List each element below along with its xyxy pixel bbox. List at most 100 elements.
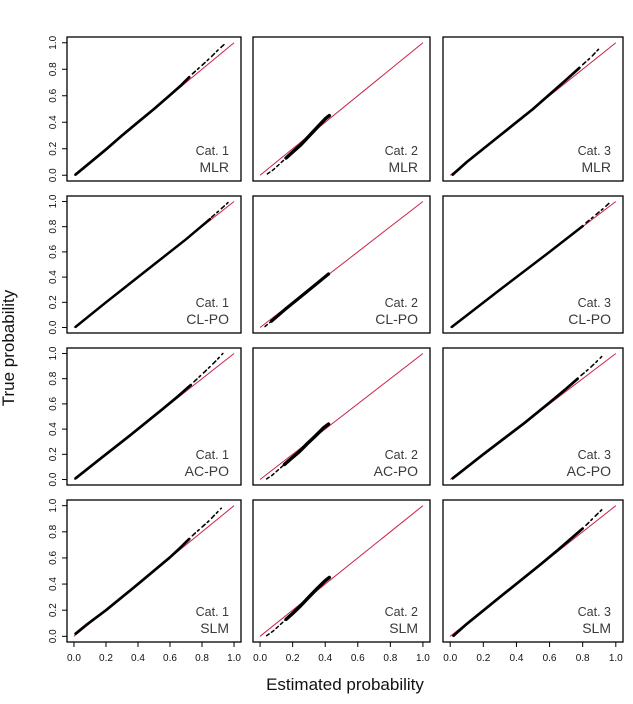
panel-cat-label: Cat. 2 (385, 448, 418, 462)
y-tick-label: 0.8 (48, 62, 59, 76)
panel-AC-PO-cat-1: Cat. 1AC-PO 0.0 0.2 0.4 0.6 0.8 1.0 (48, 346, 242, 486)
panel-model-label: MLR (199, 159, 229, 175)
y-tick-label: 0.0 (48, 320, 59, 334)
panel-cat-label: Cat. 3 (578, 144, 611, 158)
y-tick-label: 0.2 (48, 141, 59, 155)
panel-cat-label: Cat. 3 (578, 605, 611, 619)
calibration-curve (74, 217, 212, 329)
panel-cat-label: Cat. 2 (385, 144, 418, 158)
panel-cat-label: Cat. 1 (196, 296, 229, 310)
calibration-curve-tail (580, 355, 603, 377)
calibration-curve-head (265, 463, 286, 480)
panel-model-label: MLR (388, 159, 418, 175)
y-tick-label: 0.4 (48, 577, 59, 591)
panel-AC-PO-cat-3: Cat. 3AC-PO (442, 347, 624, 486)
y-axis-title: True probability (0, 289, 18, 406)
reference-line (259, 42, 424, 176)
panel-AC-PO-cat-2: Cat. 2AC-PO (252, 347, 431, 486)
panel-model-label: CL-PO (568, 311, 611, 327)
x-tick-label: 0.4 (509, 653, 523, 664)
x-tick-label: 1.0 (227, 653, 241, 664)
panel-cat-label: Cat. 2 (385, 296, 418, 310)
panel-model-label: SLM (200, 620, 229, 636)
panel-model-label: CL-PO (375, 311, 418, 327)
x-tick-label: 0.4 (318, 653, 332, 664)
y-tick-label: 0.2 (48, 447, 59, 461)
calibration-curve (74, 383, 193, 480)
y-tick-label: 0.8 (48, 219, 59, 233)
panel-model-label: MLR (581, 159, 611, 175)
x-tick-label: 0.2 (476, 653, 490, 664)
panel-cat-label: Cat. 3 (578, 296, 611, 310)
x-tick-label: 1.0 (416, 653, 430, 664)
calibration-curve-tail (210, 200, 230, 218)
calibration-curve-tail (581, 45, 602, 66)
y-tick-label: 0.6 (48, 397, 59, 411)
y-tick-label: 0.0 (48, 168, 59, 182)
calibration-curve (269, 272, 331, 323)
y-tick-label: 1.0 (48, 346, 59, 360)
x-tick-label: 0.0 (253, 653, 267, 664)
calibration-curve-head (266, 157, 287, 175)
y-tick-label: 0.4 (48, 422, 59, 436)
panel-cat-label: Cat. 1 (196, 144, 229, 158)
panel-cat-label: Cat. 3 (578, 448, 611, 462)
panel-cat-label: Cat. 1 (196, 605, 229, 619)
x-tick-label: 0.8 (576, 653, 590, 664)
calibration-curve-head (265, 618, 287, 637)
y-tick-label: 0.0 (48, 629, 59, 643)
panel-cat-label: Cat. 2 (385, 605, 418, 619)
panel-CL-PO-cat-1: Cat. 1CL-PO 0.0 0.2 0.4 0.6 0.8 1.0 (48, 194, 242, 334)
x-tick-label: 0.6 (351, 653, 365, 664)
panel-model-label: AC-PO (374, 463, 418, 479)
calibration-curve-tail (191, 42, 227, 75)
panel-CL-PO-cat-3: Cat. 3CL-PO (442, 195, 624, 334)
y-tick-label: 0.4 (48, 270, 59, 284)
calibration-curve (452, 527, 585, 638)
panel-model-label: AC-PO (185, 463, 229, 479)
panel-cat-label: Cat. 1 (196, 448, 229, 462)
calibration-curve-tail (191, 507, 222, 537)
x-tick-label: 0.6 (543, 653, 557, 664)
x-tick-label: 1.0 (609, 653, 623, 664)
calibration-curve (450, 224, 584, 329)
y-tick-label: 0.6 (48, 551, 59, 565)
calibration-curve (451, 66, 581, 176)
y-tick-label: 1.0 (48, 194, 59, 208)
calibration-curve (74, 537, 191, 636)
panel-model-label: AC-PO (567, 463, 611, 479)
panel-CL-PO-cat-2: Cat. 2CL-PO (252, 195, 431, 334)
y-tick-label: 0.6 (48, 88, 59, 102)
y-tick-label: 0.8 (48, 524, 59, 538)
reference-line (259, 353, 424, 480)
y-tick-label: 0.4 (48, 115, 59, 129)
x-tick-label: 0.2 (99, 653, 113, 664)
x-axis-title: Estimated probability (266, 675, 424, 694)
y-tick-label: 0.0 (48, 472, 59, 486)
calibration-curve (282, 422, 331, 467)
y-tick-label: 0.2 (48, 295, 59, 309)
calibration-curve (74, 75, 191, 176)
calibration-curve-tail (193, 352, 224, 383)
calibration-curve-tail (585, 506, 605, 527)
calibration-curve (451, 377, 580, 480)
calibration-curve (284, 113, 332, 160)
x-tick-label: 0.6 (163, 653, 177, 664)
y-tick-label: 1.0 (48, 498, 59, 512)
x-tick-label: 0.2 (286, 653, 300, 664)
y-tick-label: 0.8 (48, 371, 59, 385)
x-tick-label: 0.8 (383, 653, 397, 664)
x-tick-label: 0.4 (131, 653, 145, 664)
y-tick-label: 0.6 (48, 245, 59, 259)
x-tick-label: 0.0 (443, 653, 457, 664)
x-tick-label: 0.0 (67, 653, 81, 664)
